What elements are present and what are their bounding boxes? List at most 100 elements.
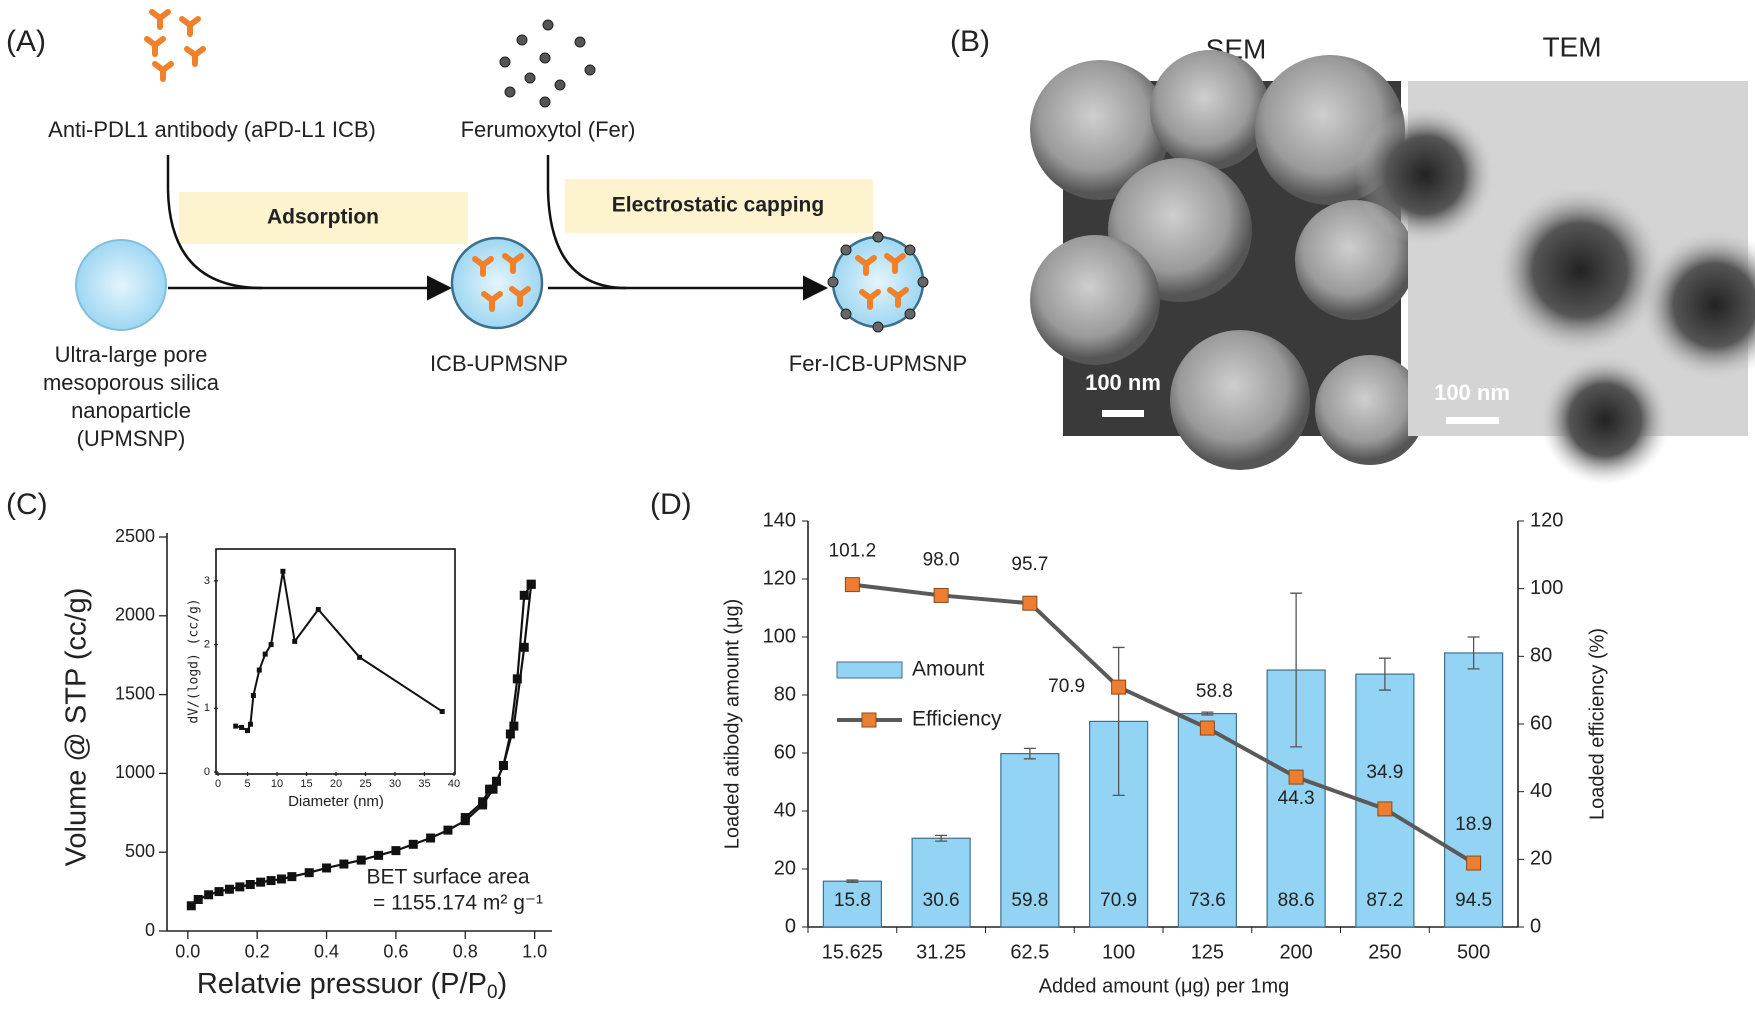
dot bbox=[872, 321, 884, 333]
y-tick-label: 0 bbox=[145, 920, 155, 940]
legend-swatch bbox=[836, 661, 903, 679]
y-tick-label: 20 bbox=[774, 857, 796, 879]
particle bbox=[1540, 355, 1670, 485]
y-axis-label: Volume @ STP (cc/g) bbox=[61, 588, 93, 867]
y2-axis-label: Loaded efficiency (%) bbox=[1586, 628, 1608, 820]
particle bbox=[1640, 230, 1755, 380]
point bbox=[391, 846, 401, 856]
point bbox=[509, 721, 519, 731]
point bbox=[443, 825, 453, 835]
x-tick-label: 250 bbox=[1368, 941, 1401, 963]
legend-label: Amount bbox=[912, 658, 985, 681]
point bbox=[287, 872, 297, 882]
x-axis-label-part: Relatvie pressuor (P/P bbox=[197, 968, 487, 1000]
antibody-icon bbox=[155, 64, 171, 79]
y2-tick-label: 20 bbox=[1530, 848, 1552, 870]
image-title: TEM bbox=[1542, 31, 1601, 62]
point bbox=[1111, 679, 1127, 695]
dot bbox=[542, 19, 554, 31]
bar-value-label: 15.8 bbox=[834, 890, 871, 911]
x-tick-label: 0 bbox=[215, 778, 221, 790]
series-line bbox=[852, 582, 1475, 865]
x-tick-label: 5 bbox=[244, 778, 250, 790]
x-tick-label: 15.625 bbox=[822, 941, 883, 963]
x-tick-label: 40 bbox=[448, 778, 460, 790]
dot bbox=[904, 308, 916, 320]
x-tick-label: 0.4 bbox=[314, 941, 339, 961]
point bbox=[276, 874, 286, 884]
scale-label: 100 nm bbox=[1085, 370, 1161, 395]
dot bbox=[539, 96, 551, 108]
particle-label: ICB-UPMSNP bbox=[430, 351, 568, 376]
error-bar bbox=[1023, 747, 1036, 760]
point bbox=[292, 638, 298, 644]
point bbox=[214, 887, 224, 897]
point bbox=[304, 868, 314, 878]
particle-label: (UPMSNP) bbox=[77, 426, 186, 451]
point bbox=[266, 876, 276, 886]
ferumoxytol-dots bbox=[499, 19, 596, 108]
y-tick-label: 2000 bbox=[115, 605, 155, 625]
step-label: Electrostatic capping bbox=[612, 194, 824, 217]
error-bar bbox=[1290, 592, 1303, 748]
point bbox=[498, 761, 508, 771]
point bbox=[256, 877, 266, 887]
antibody-icon bbox=[182, 19, 198, 34]
nanoparticle bbox=[450, 236, 544, 330]
panel-label: (C) bbox=[6, 488, 48, 521]
point bbox=[426, 833, 436, 843]
antibody-icon bbox=[187, 49, 203, 64]
point bbox=[245, 728, 250, 734]
error-bar bbox=[1201, 711, 1214, 716]
x-tick-label: 20 bbox=[330, 778, 342, 790]
sem-image: 100 nm bbox=[1030, 50, 1425, 470]
point bbox=[1022, 595, 1038, 611]
panel-label: (A) bbox=[6, 25, 46, 58]
step-box bbox=[179, 192, 468, 244]
dot bbox=[840, 308, 852, 320]
legend-label: Efficiency bbox=[912, 708, 1002, 731]
dot bbox=[499, 56, 511, 68]
inset-x-label: Diameter (nm) bbox=[288, 793, 384, 810]
point bbox=[460, 813, 470, 823]
capped-nanoparticle bbox=[827, 231, 929, 333]
y-tick-label: 1500 bbox=[115, 683, 155, 703]
dot bbox=[504, 86, 516, 98]
y2-tick-label: 40 bbox=[1530, 780, 1552, 802]
point bbox=[526, 579, 536, 589]
point bbox=[1288, 769, 1304, 785]
scale-bar bbox=[1446, 417, 1499, 424]
line-value-label: 101.2 bbox=[829, 541, 877, 562]
dot bbox=[872, 231, 884, 243]
y-tick-label: 3 bbox=[204, 575, 210, 587]
dot bbox=[584, 64, 596, 76]
inset-y-label: dV/(logd) (cc/g) bbox=[187, 598, 202, 723]
point bbox=[512, 674, 522, 684]
y-tick-label: 2 bbox=[204, 638, 210, 650]
scale-bar bbox=[1102, 410, 1144, 417]
fer-caps bbox=[827, 231, 929, 333]
x-tick-label: 500 bbox=[1457, 941, 1490, 963]
particle-label: nanoparticle bbox=[71, 398, 191, 423]
dot bbox=[554, 79, 566, 91]
x-tick-label: 0.6 bbox=[383, 941, 408, 961]
point bbox=[239, 724, 245, 730]
x-tick-label: 31.25 bbox=[916, 941, 966, 963]
point bbox=[356, 855, 366, 865]
point bbox=[478, 797, 488, 807]
x-tick-label: 10 bbox=[271, 778, 283, 790]
point bbox=[186, 901, 196, 911]
bar-value-label: 87.2 bbox=[1366, 890, 1403, 911]
annotation: BET surface area bbox=[366, 866, 529, 889]
y2-tick-label: 80 bbox=[1530, 645, 1552, 667]
x-axis-label: Relatvie pressuor (P/P0) bbox=[197, 968, 507, 1003]
point bbox=[1466, 855, 1482, 871]
point bbox=[256, 667, 262, 673]
point bbox=[408, 839, 418, 849]
point bbox=[233, 723, 239, 729]
particle bbox=[1030, 60, 1170, 200]
particle bbox=[1315, 355, 1425, 465]
bar-value-label: 30.6 bbox=[923, 890, 960, 911]
